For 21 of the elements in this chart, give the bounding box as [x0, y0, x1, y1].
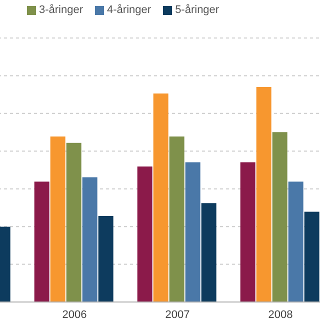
legend-label: 3-åringer	[39, 4, 84, 16]
bar	[50, 136, 66, 302]
bar	[34, 182, 50, 302]
x-tick-label: 2008	[268, 308, 293, 320]
x-tick-label: 2007	[165, 308, 190, 320]
bar	[137, 166, 152, 302]
bar	[66, 142, 82, 302]
bar	[185, 162, 200, 302]
bar	[256, 87, 272, 302]
bar	[240, 162, 256, 302]
bar	[272, 132, 288, 302]
bar	[169, 136, 184, 302]
bar	[82, 177, 98, 302]
bar	[201, 203, 216, 302]
bar	[98, 216, 114, 302]
legend-label: 4-åringer	[107, 4, 152, 16]
bar	[288, 182, 304, 302]
x-tick-label: 2006	[62, 308, 87, 320]
legend-label: 5-åringer	[175, 4, 220, 16]
bar	[304, 212, 320, 302]
bar	[153, 93, 168, 302]
